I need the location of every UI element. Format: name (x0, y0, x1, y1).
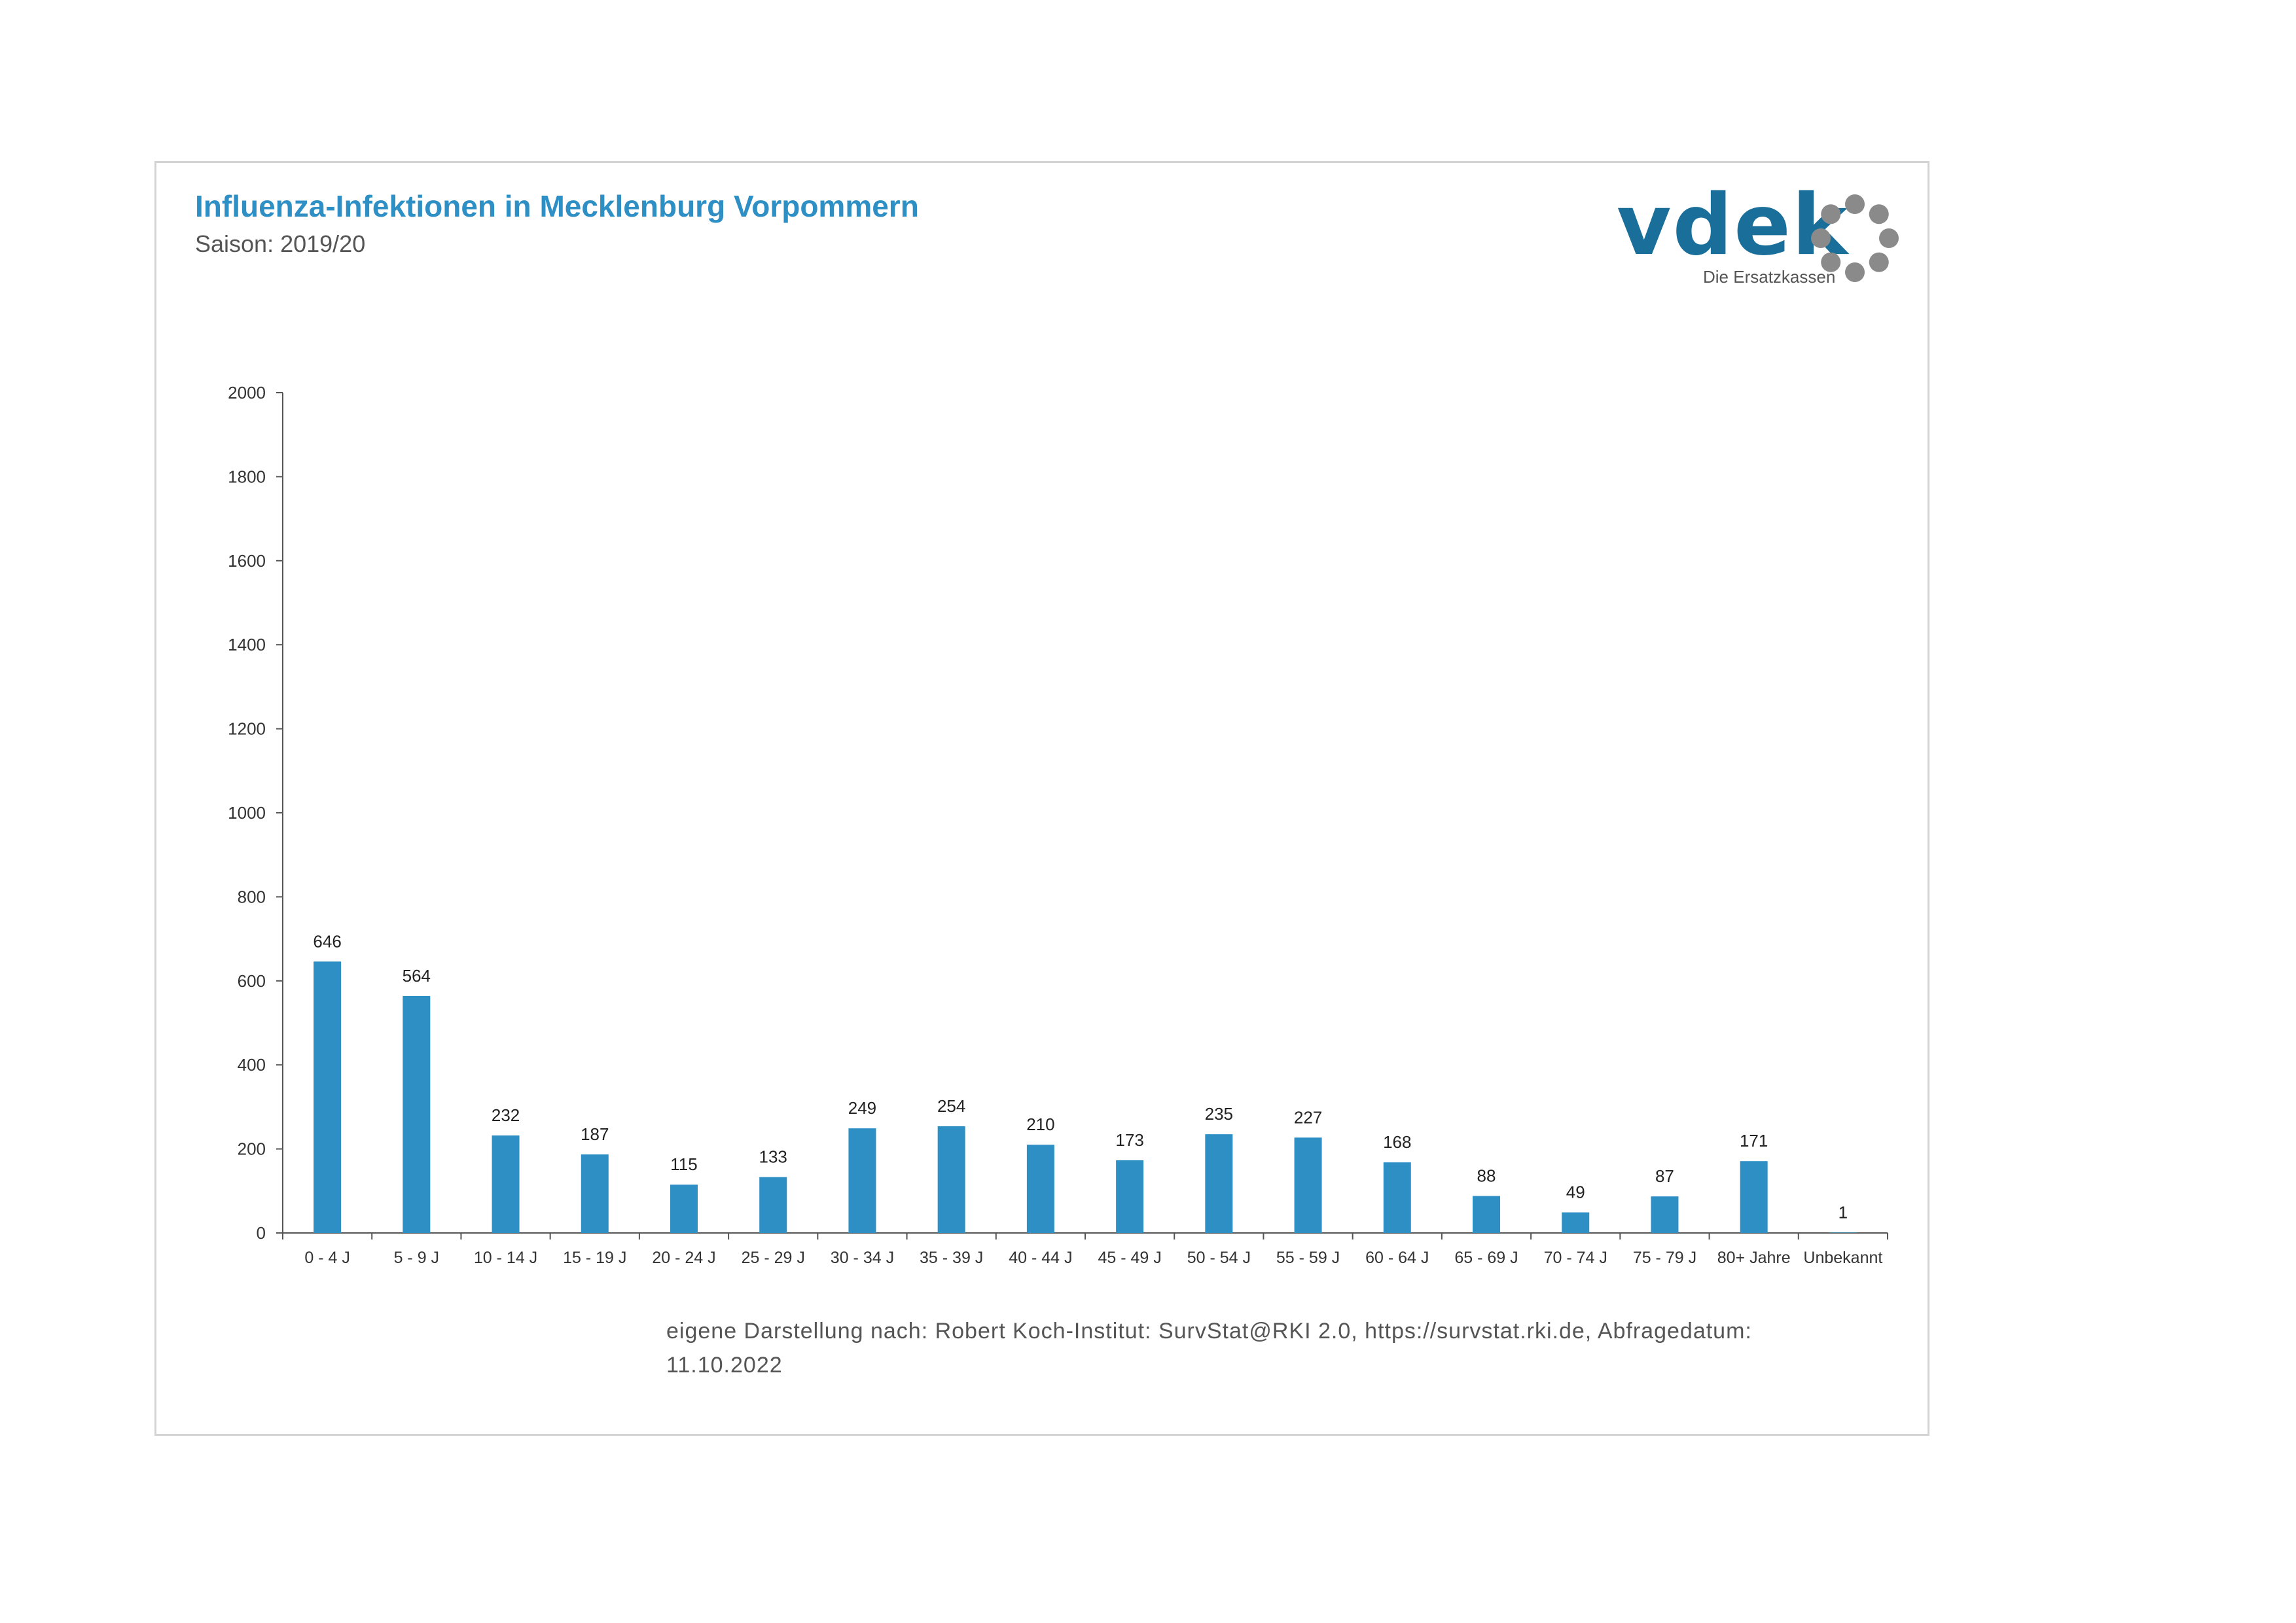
bar (1651, 1196, 1679, 1233)
bar (1562, 1212, 1590, 1233)
logo-ring-segment (1845, 194, 1865, 214)
y-tick-label: 0 (257, 1223, 266, 1243)
bar-value-label: 115 (670, 1154, 697, 1174)
bar-value-label: 49 (1566, 1183, 1585, 1202)
bar-value-label: 168 (1383, 1132, 1411, 1152)
bar (759, 1177, 787, 1233)
logo-ring-segment (1821, 252, 1841, 272)
y-tick-label: 1000 (228, 803, 266, 823)
bar-value-label: 646 (313, 931, 341, 951)
logo-ring-segment (1869, 204, 1889, 224)
x-category-label: 80+ Jahre (1717, 1249, 1791, 1267)
y-tick-label: 400 (238, 1055, 266, 1075)
x-category-label: 0 - 4 J (304, 1249, 350, 1267)
bar (1383, 1162, 1411, 1233)
logo-ring-segment (1811, 228, 1831, 248)
x-category-label: 30 - 34 J (831, 1249, 894, 1267)
x-category-label: Unbekannt (1803, 1249, 1882, 1267)
x-category-label: 75 - 79 J (1633, 1249, 1696, 1267)
x-category-label: 35 - 39 J (920, 1249, 983, 1267)
x-category-label: 70 - 74 J (1544, 1249, 1607, 1267)
x-category-label: 45 - 49 J (1098, 1249, 1161, 1267)
x-category-label: 25 - 29 J (742, 1249, 805, 1267)
bar (1473, 1196, 1500, 1233)
bar (1294, 1137, 1322, 1233)
bar-value-label: 227 (1294, 1107, 1322, 1127)
bar (492, 1135, 520, 1233)
logo-ring-segment (1845, 262, 1865, 282)
x-category-label: 10 - 14 J (474, 1249, 537, 1267)
y-tick-label: 200 (238, 1139, 266, 1159)
bar-value-label: 1 (1839, 1202, 1848, 1222)
x-category-label: 65 - 69 J (1454, 1249, 1518, 1267)
bar (403, 995, 431, 1233)
bar-value-label: 210 (1026, 1115, 1054, 1134)
y-tick-label: 1400 (228, 635, 266, 654)
y-tick-label: 1600 (228, 551, 266, 571)
logo-ring-segment (1879, 228, 1899, 248)
logo-ring-segment (1869, 252, 1889, 272)
vdek-logo: vdek Die Ersatzkassen (1617, 177, 1905, 294)
bar (581, 1154, 609, 1233)
y-tick-label: 1800 (228, 467, 266, 486)
logo-ring-icon (1811, 194, 1899, 282)
bar-value-label: 171 (1740, 1131, 1768, 1150)
bar-value-label: 133 (759, 1147, 787, 1167)
bar-value-label: 88 (1477, 1166, 1496, 1186)
bar (314, 961, 342, 1233)
bar (670, 1185, 698, 1233)
y-tick-label: 2000 (228, 383, 266, 402)
bar (937, 1126, 965, 1233)
bar (1205, 1134, 1233, 1233)
logo-ring-segment (1821, 204, 1841, 224)
bar-value-label: 564 (403, 966, 431, 986)
x-category-label: 60 - 64 J (1365, 1249, 1429, 1267)
bar (1740, 1161, 1768, 1233)
logo-tagline: Die Ersatzkassen (1703, 267, 1836, 287)
chart-subtitle: Saison: 2019/20 (195, 230, 366, 257)
source-note: eigene Darstellung nach: Robert Koch-Ins… (666, 1319, 1752, 1378)
x-category-label: 50 - 54 J (1187, 1249, 1251, 1267)
bar-value-label: 173 (1115, 1130, 1143, 1150)
x-category-label: 15 - 19 J (563, 1249, 626, 1267)
x-category-label: 5 - 9 J (394, 1249, 439, 1267)
bar (1829, 1232, 1857, 1233)
bar-value-label: 249 (848, 1098, 876, 1118)
bar (1116, 1160, 1144, 1233)
bar-value-label: 232 (492, 1105, 520, 1125)
chart-title: Influenza-Infektionen in Mecklenburg Vor… (195, 189, 919, 223)
bar (848, 1128, 876, 1233)
bar-value-label: 235 (1205, 1104, 1233, 1124)
y-tick-label: 600 (238, 971, 266, 991)
bar-value-label: 254 (937, 1096, 965, 1116)
x-category-label: 20 - 24 J (652, 1249, 715, 1267)
x-category-label: 40 - 44 J (1009, 1249, 1072, 1267)
bar (1026, 1145, 1054, 1233)
logo-wordmark: vdek (1617, 177, 1849, 274)
x-category-label: 55 - 59 J (1276, 1249, 1340, 1267)
y-tick-label: 800 (238, 887, 266, 906)
bar-value-label: 87 (1655, 1166, 1674, 1186)
bar-value-label: 187 (581, 1124, 609, 1144)
y-tick-label: 1200 (228, 719, 266, 739)
